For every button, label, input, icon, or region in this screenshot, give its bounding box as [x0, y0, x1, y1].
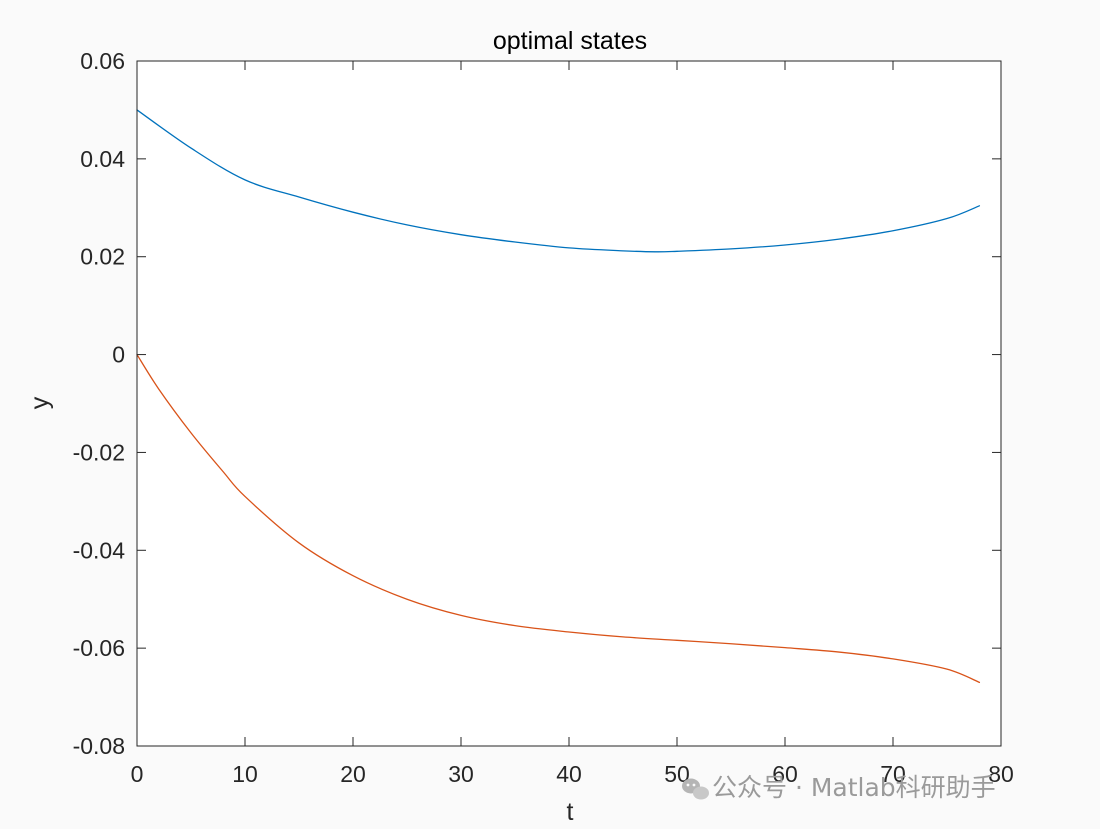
x-tick-label: 30	[448, 761, 474, 787]
x-tick-label: 20	[340, 761, 366, 787]
y-tick-labels: -0.08 -0.06 -0.04 -0.02 0 0.02 0.04 0.06	[73, 48, 126, 759]
wechat-icon	[682, 778, 709, 800]
watermark-text: 公众号 · Matlab科研助手	[712, 773, 996, 802]
y-tick-label: 0.06	[80, 48, 125, 74]
y-tick-label: 0.02	[80, 244, 125, 270]
x-tick-labels: 0 10 20 30 40 50 60 70 80	[131, 761, 1014, 787]
x-tick-label: 0	[131, 761, 144, 787]
y-tick-label: -0.08	[73, 733, 125, 759]
series-line-1	[136, 109, 981, 253]
x-tick-label: 60	[772, 761, 798, 787]
x-tick-label: 80	[988, 761, 1014, 787]
series-layer	[136, 109, 981, 684]
series-line-2	[136, 353, 981, 684]
y-tick-label: 0	[112, 342, 125, 368]
x-tick-label: 70	[880, 761, 906, 787]
y-axis-label: y	[26, 396, 54, 409]
tick-layer	[136, 60, 1002, 747]
x-tick-label: 40	[556, 761, 582, 787]
y-tick-label: -0.04	[73, 537, 126, 563]
chart-title: optimal states	[493, 27, 647, 55]
x-axis-label: t	[567, 798, 574, 826]
plot-area	[137, 61, 1001, 746]
y-tick-label: -0.02	[73, 439, 125, 465]
x-tick-label: 10	[232, 761, 258, 787]
y-tick-label: 0.04	[80, 146, 125, 172]
watermark: 公众号 · Matlab科研助手	[682, 773, 996, 802]
y-tick-label: -0.06	[73, 635, 125, 661]
